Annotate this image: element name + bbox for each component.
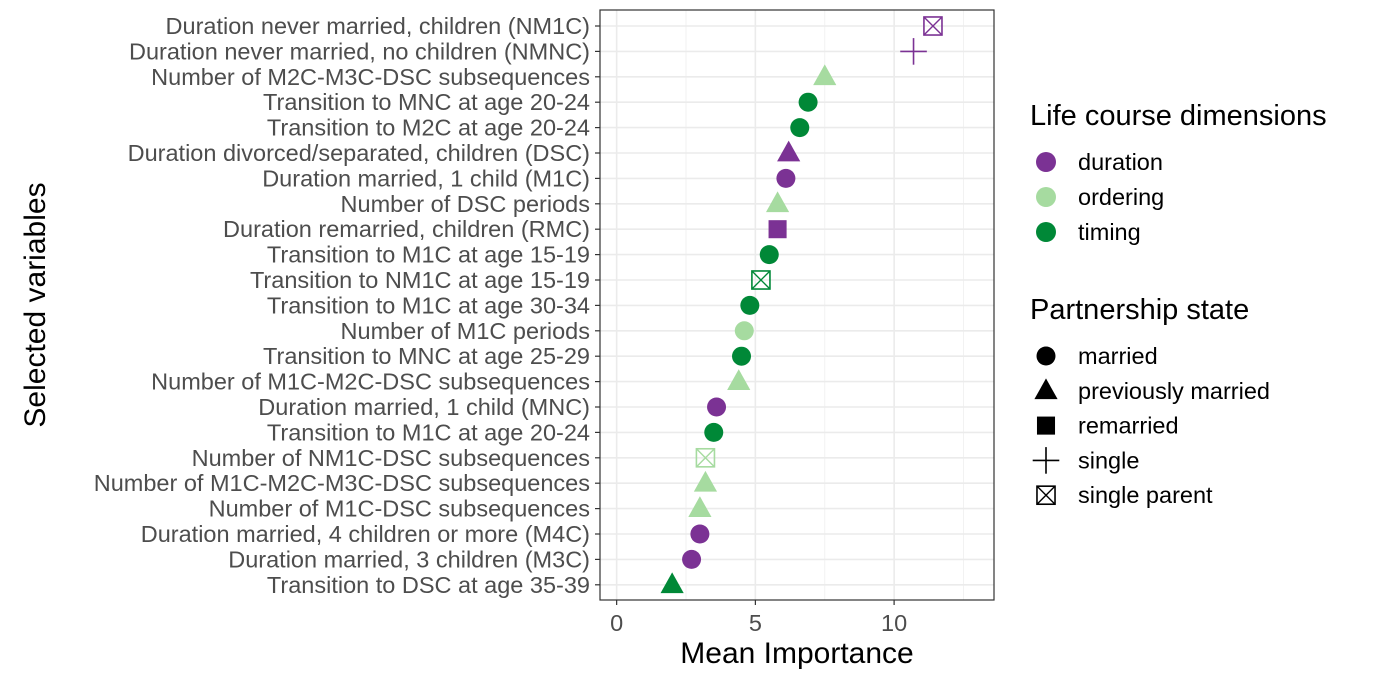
data-point [682, 549, 702, 569]
y-tick-label: Transition to M2C at age 20-24 [267, 115, 590, 141]
y-tick-label: Number of M1C-M2C-M3C-DSC subsequences [94, 470, 590, 496]
x-axis-title: Mean Importance [680, 637, 913, 670]
legend-key [1036, 485, 1056, 506]
data-point [695, 447, 716, 468]
data-point [732, 346, 752, 366]
legend-label: single parent [1078, 482, 1213, 508]
data-point [768, 220, 787, 239]
plot-border [599, 9, 995, 601]
y-tick-label: Transition to M1C at age 30-34 [267, 292, 590, 318]
legend-key [1032, 447, 1060, 474]
legend-key [1036, 222, 1056, 242]
data-point [688, 496, 712, 517]
data-point [790, 118, 810, 138]
legend-title: Life course dimensions [1030, 100, 1327, 132]
data-point [923, 16, 943, 36]
y-tick-label: Duration married, 1 child (M1C) [262, 165, 590, 191]
y-tick-label: Number of NM1C-DSC subsequences [192, 445, 590, 471]
legend-label: timing [1078, 219, 1141, 245]
x-axis: 0 5 10 [610, 600, 907, 636]
data-point [704, 422, 724, 442]
y-tick-label: Transition to NM1C at age 15-19 [250, 267, 590, 293]
y-tick-label: Number of DSC periods [341, 191, 590, 217]
y-tick-label: Number of M2C-M3C-DSC subsequences [151, 64, 590, 90]
y-axis-title: Selected variables [19, 182, 52, 427]
data-point [751, 270, 771, 290]
data-point [798, 92, 818, 112]
data-point [707, 397, 727, 417]
y-tick-label: Duration married, 1 child (MNC) [258, 394, 590, 420]
data-point [740, 295, 760, 315]
legend-label: ordering [1078, 184, 1164, 210]
data-point [727, 369, 751, 390]
data-point [759, 245, 779, 265]
y-tick-label: Duration married, 4 children or more (M4… [141, 521, 590, 547]
legend-label: duration [1078, 149, 1163, 175]
y-tick-label: Number of M1C-DSC subsequences [209, 496, 590, 522]
y-tick-label: Transition to DSC at age 35-39 [267, 572, 590, 598]
y-tick-label: Number of M1C-M2C-DSC subsequences [151, 369, 590, 395]
legend-key [1034, 378, 1058, 400]
data-point [693, 470, 718, 492]
data-point [813, 64, 837, 86]
legend-key [1036, 187, 1056, 207]
y-tick-label: Transition to M1C at age 20-24 [267, 419, 590, 445]
legend-title: Partnership state [1030, 294, 1249, 326]
y-tick-label: Transition to MNC at age 20-24 [263, 89, 590, 115]
legend: Life course dimensions duration ordering ti… [1030, 100, 1327, 508]
legend-label: previously married [1078, 378, 1270, 404]
y-tick-label: Duration married, 3 children (M3C) [228, 546, 590, 572]
data-point [690, 524, 710, 544]
x-tick-label: 5 [749, 610, 762, 636]
data-point [660, 572, 684, 594]
y-tick-label: Duration divorced/separated, children (D… [128, 140, 590, 166]
data-points [660, 16, 943, 594]
legend-key [1036, 416, 1056, 435]
legend-label: married [1078, 343, 1158, 369]
y-tick-label: Transition to M1C at age 15-19 [267, 242, 590, 268]
x-tick-label: 10 [881, 610, 907, 636]
data-point [776, 168, 796, 188]
data-point [777, 140, 801, 162]
data-point [765, 191, 790, 213]
y-tick-label: Transition to MNC at age 25-29 [263, 343, 590, 369]
y-tick-label: Duration never married, no children (NMN… [129, 38, 590, 64]
data-point [900, 38, 927, 65]
legend-label: remarried [1078, 413, 1179, 439]
legend-key [1036, 152, 1056, 172]
legend-key [1036, 346, 1056, 366]
y-tick-label: Number of M1C periods [341, 318, 590, 344]
data-point [734, 321, 754, 341]
y-tick-label: Duration remarried, children (RMC) [223, 216, 590, 242]
legend-label: single [1078, 447, 1139, 473]
y-axis: Duration never married, children (NM1C)D… [94, 13, 600, 598]
x-tick-label: 0 [610, 610, 623, 636]
y-tick-label: Duration never married, children (NM1C) [166, 13, 590, 39]
